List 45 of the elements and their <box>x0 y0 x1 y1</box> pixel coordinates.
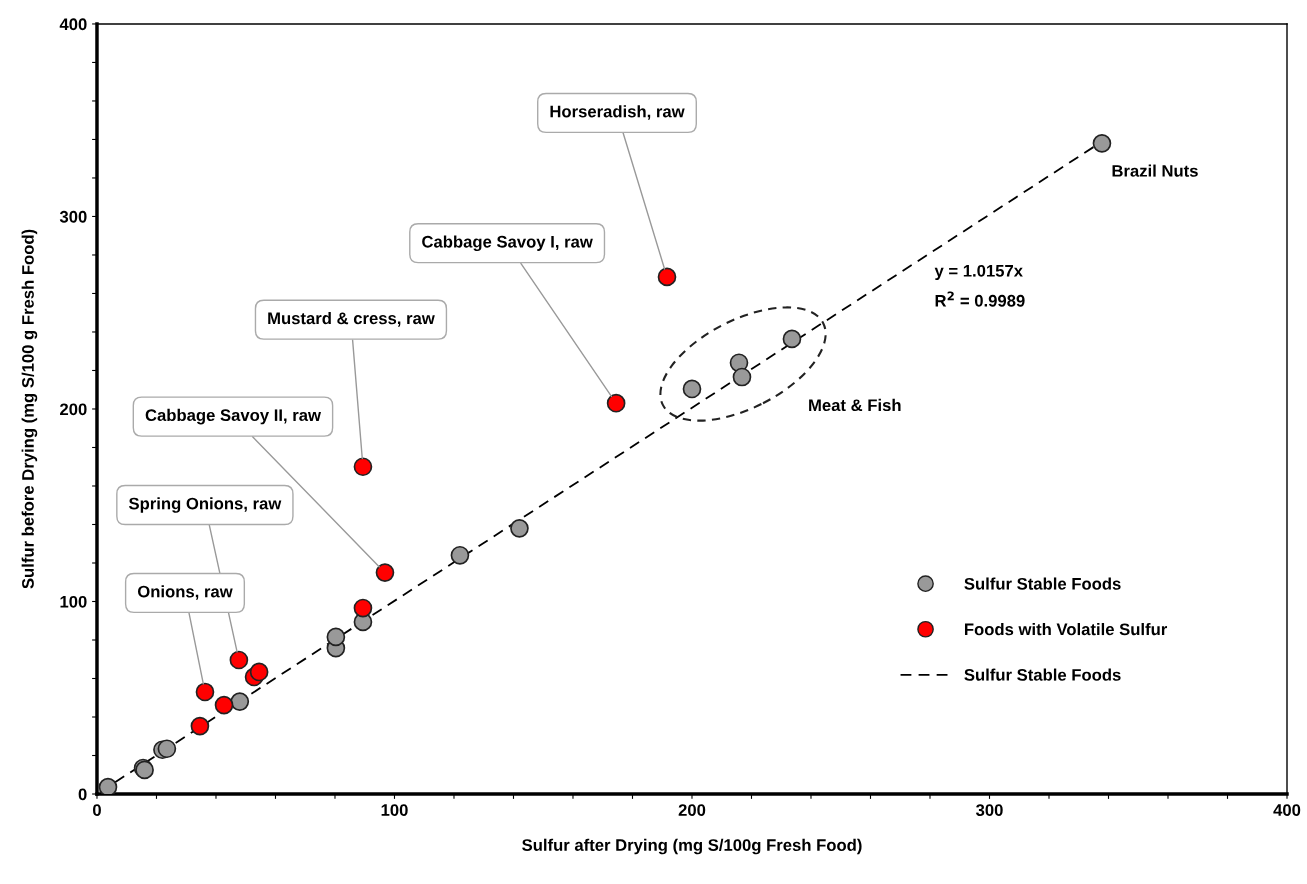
point <box>230 692 250 711</box>
point <box>732 367 752 387</box>
point <box>353 457 373 477</box>
point <box>229 650 249 670</box>
point <box>606 393 626 413</box>
point <box>214 695 234 715</box>
x-tick-label: 400 <box>1273 804 1301 816</box>
point <box>657 267 677 287</box>
point <box>510 519 529 538</box>
y-tick-label: 200 <box>60 403 87 416</box>
y-axis-title: Sulfur before Drying (mg S/100 g Fresh Food) <box>21 229 38 589</box>
x-tick-label: 200 <box>678 804 706 816</box>
y-tick-label: 100 <box>60 595 87 608</box>
annotation: Onions, raw <box>137 585 233 600</box>
point <box>195 682 215 702</box>
point <box>326 627 346 647</box>
point <box>157 739 177 759</box>
x-axis-title: Sulfur after Drying (mg S/100g Fresh Food) <box>522 838 862 855</box>
y-tick-label: 300 <box>59 210 87 223</box>
legend-label: Sulfur Stable Foods <box>964 577 1121 590</box>
legend-label: Sulfur Stable Foods <box>964 668 1121 681</box>
x-tick-label: 100 <box>381 804 408 816</box>
x-tick-label: 300 <box>975 804 1003 816</box>
annotation: Meat & Fish <box>809 398 901 412</box>
annotation: R$^{2}$ = 0.9989 <box>935 291 1025 307</box>
point <box>98 777 118 795</box>
point <box>682 379 702 399</box>
point <box>353 598 373 618</box>
point <box>375 563 395 582</box>
point <box>450 545 470 565</box>
point <box>249 662 269 682</box>
x-tick-label: 0 <box>93 804 101 816</box>
point <box>782 329 802 349</box>
y-tick-label: 0 <box>78 788 87 801</box>
annotation: Brazil Nuts <box>1112 164 1198 177</box>
annotation: Spring Onions, raw <box>128 497 282 513</box>
annotation: Mustard & cress, raw <box>268 311 435 327</box>
annotation: y = 1.0157x <box>934 264 1023 281</box>
annotation: Cabbage Savoy II, raw <box>145 408 321 425</box>
y-tick-label: 400 <box>59 18 87 31</box>
annotation: Cabbage Savoy I, raw <box>422 235 593 252</box>
point <box>190 716 210 736</box>
legend-label: Foods with Volatile Sulfur <box>964 623 1168 636</box>
point <box>1092 133 1112 153</box>
annotation: Horseradish, raw <box>550 105 685 120</box>
